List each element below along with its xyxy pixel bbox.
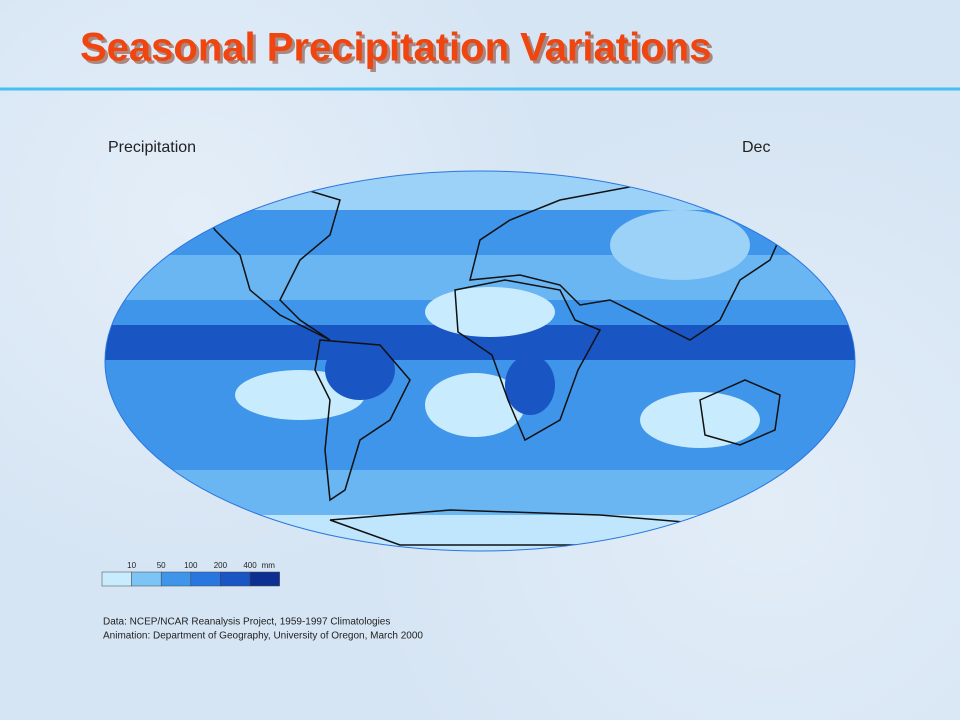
globe-outline bbox=[104, 170, 856, 552]
precip-map bbox=[105, 171, 855, 551]
legend-swatch bbox=[190, 571, 221, 587]
legend-unit: mm bbox=[262, 561, 276, 570]
legend-break-label: 10 bbox=[127, 561, 136, 570]
credit-line: Data: NCEP/NCAR Reanalysis Project, 1959… bbox=[103, 617, 390, 628]
slide-title: Seasonal Precipitation Variations bbox=[80, 26, 711, 70]
legend-break-label: 50 bbox=[157, 561, 166, 570]
map-label: Precipitation bbox=[108, 139, 196, 156]
legend-swatch bbox=[220, 571, 251, 587]
map-month: Dec bbox=[742, 139, 770, 156]
credit-line: Animation: Department of Geography, Univ… bbox=[103, 631, 423, 642]
legend-swatch bbox=[131, 571, 162, 587]
color-legend: 10 50 100 200 400 mm bbox=[101, 561, 280, 587]
legend-break-label: 200 bbox=[214, 561, 228, 570]
legend-break-label: 100 bbox=[184, 561, 198, 570]
legend-swatch bbox=[249, 571, 280, 587]
legend-break-label: 400 bbox=[243, 561, 257, 570]
legend-swatch bbox=[160, 571, 192, 587]
legend-swatch bbox=[101, 571, 132, 587]
title-shadow: Seasonal Precipitation Variations bbox=[83, 29, 714, 73]
